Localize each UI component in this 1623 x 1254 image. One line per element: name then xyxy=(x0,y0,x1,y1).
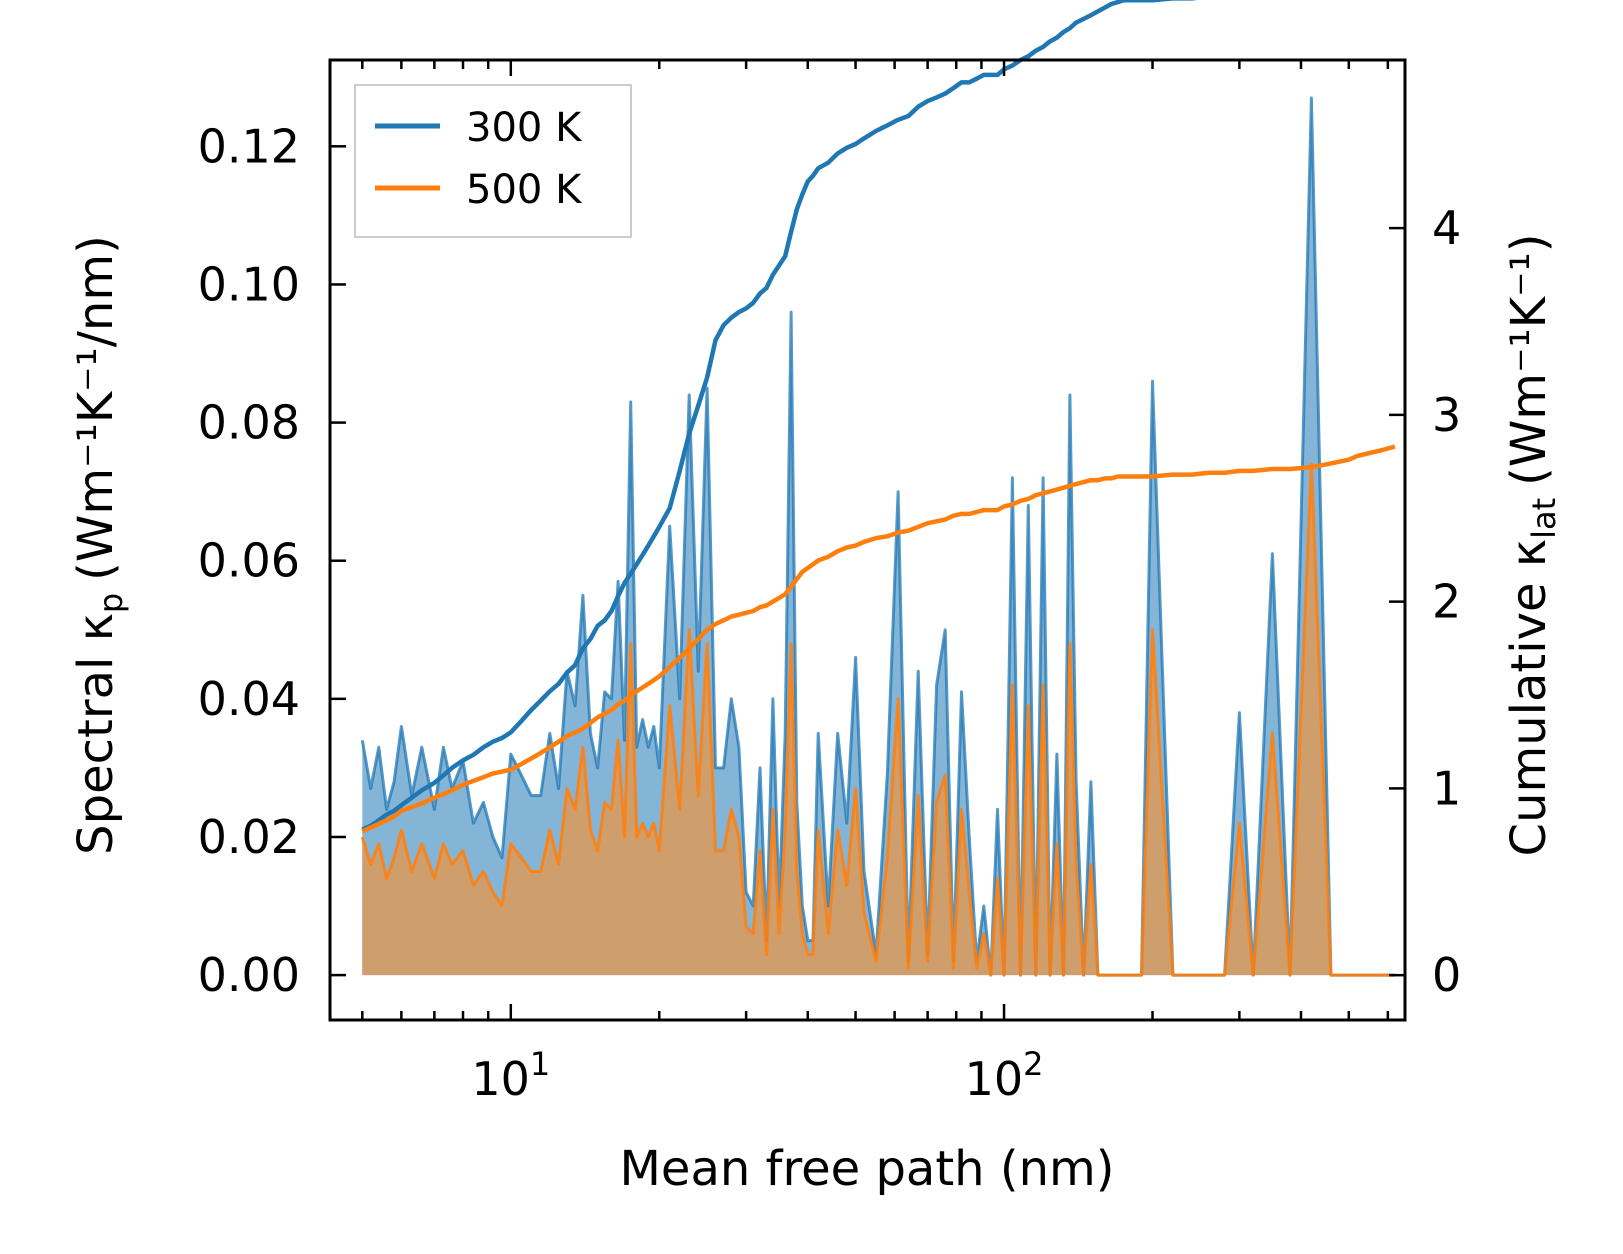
left-y-tick-label: 0.00 xyxy=(198,948,300,1002)
right-y-tick-label: 3 xyxy=(1432,388,1461,442)
axis-ticks xyxy=(330,60,1405,1020)
spectral-line-500 xyxy=(360,462,1395,977)
left-axis-title-base: Spectral κ xyxy=(68,613,124,855)
cumulative-line-300 xyxy=(361,0,1198,832)
right-y-tick-label: 1 xyxy=(1432,761,1461,815)
right-axis-title-sub: lat xyxy=(1525,498,1563,539)
right-axis-title-unit: (Wm⁻¹K⁻¹) xyxy=(1501,234,1557,486)
cumulative-line-500 xyxy=(361,444,1396,834)
right-y-tick-label: 0 xyxy=(1432,948,1461,1002)
x-tick-label: 101 xyxy=(471,1045,550,1106)
left-y-tick-label: 0.10 xyxy=(198,257,300,311)
right-axis-title: Cumulative κlat (Wm⁻¹K⁻¹) xyxy=(1501,234,1563,857)
legend-label-300: 300 K xyxy=(466,105,583,151)
right-axis-title-base: Cumulative κ xyxy=(1501,539,1557,857)
tick-labels: 101 102 0.00 0.02 0.04 0.06 0.08 0.10 0.12 0 1 2 3 4 xyxy=(198,119,1462,1106)
left-axis-title-unit: (Wm⁻¹K⁻¹/nm) xyxy=(68,235,124,581)
x-axis-title: Mean free path (nm) xyxy=(620,1141,1115,1197)
right-y-tick-label: 4 xyxy=(1432,201,1461,255)
x-tick-label: 102 xyxy=(965,1045,1044,1106)
left-axis-title: Spectral κp (Wm⁻¹K⁻¹/nm) xyxy=(68,235,130,855)
left-y-tick-label: 0.04 xyxy=(198,672,300,726)
left-axis-title-sub: p xyxy=(92,593,130,613)
left-y-tick-label: 0.06 xyxy=(198,534,300,588)
legend-frame xyxy=(354,84,632,238)
spectral-lines xyxy=(360,96,1395,977)
right-y-tick-label: 2 xyxy=(1432,575,1461,629)
left-y-tick-label: 0.12 xyxy=(198,119,300,173)
left-y-tick-label: 0.02 xyxy=(198,810,300,864)
legend: 300 K 500 K xyxy=(354,84,632,238)
spectral-fill-500 xyxy=(362,464,1395,976)
left-y-tick-label: 0.08 xyxy=(198,396,300,450)
plot-frame xyxy=(328,58,1407,1022)
cumulative-lines xyxy=(361,0,1396,834)
legend-label-500: 500 K xyxy=(466,167,583,213)
